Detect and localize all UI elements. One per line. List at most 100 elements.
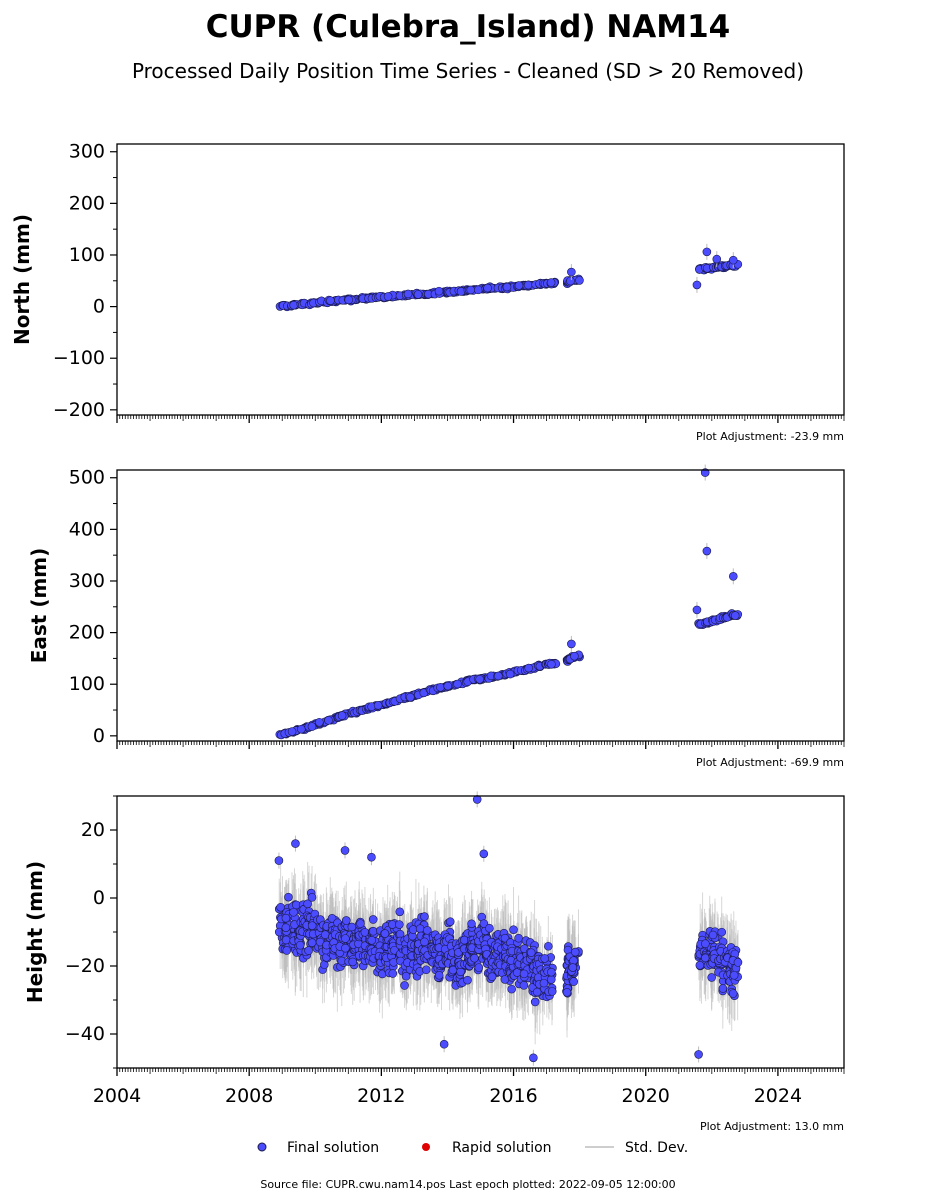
data-point	[281, 923, 291, 932]
data-point	[526, 948, 536, 957]
data-point	[289, 300, 299, 310]
data-point	[373, 701, 383, 710]
data-point	[405, 692, 415, 702]
y-tick-label: 400	[69, 518, 105, 540]
legend-std-label: Std. Dev.	[625, 1140, 688, 1156]
data-point	[474, 963, 484, 972]
x-tick-label: 2020	[622, 1085, 670, 1107]
data-point	[701, 939, 710, 949]
y-tick-label: −200	[53, 399, 105, 421]
data-point	[505, 669, 515, 679]
y-axis-label: Height (mm)	[23, 861, 47, 1003]
y-tick-label: 300	[69, 141, 105, 163]
data-point	[445, 917, 455, 926]
y-tick-label: −20	[65, 955, 105, 977]
data-point	[544, 941, 553, 951]
data-point	[570, 947, 580, 957]
data-point	[347, 922, 357, 932]
y-tick-label: −40	[65, 1023, 105, 1045]
data-point	[569, 977, 578, 986]
data-point	[475, 674, 484, 684]
data-point	[466, 285, 476, 295]
data-point	[289, 907, 298, 917]
y-tick-label: 200	[69, 622, 105, 644]
data-point	[368, 926, 378, 936]
data-point	[434, 286, 444, 296]
data-point	[728, 989, 738, 998]
y-axis-label: North (mm)	[10, 214, 34, 345]
data-point	[570, 651, 579, 661]
legend-final-marker	[257, 1142, 267, 1152]
data-point	[340, 846, 350, 855]
data-point	[566, 276, 575, 286]
data-point	[485, 923, 494, 933]
data-point	[284, 892, 293, 902]
data-point	[395, 907, 405, 917]
data-point	[702, 247, 712, 257]
data-point	[568, 963, 578, 972]
data-point	[729, 970, 739, 980]
data-point	[523, 280, 533, 290]
x-tick-label: 2004	[93, 1085, 141, 1107]
data-point	[733, 958, 743, 967]
final-solution-points	[274, 791, 743, 1066]
y-axis-label: East (mm)	[27, 548, 51, 664]
data-point	[356, 919, 365, 928]
data-point	[692, 280, 702, 290]
data-point	[380, 929, 390, 938]
data-point	[717, 927, 727, 937]
legend-final-label: Final solution	[287, 1140, 379, 1156]
legend-rapid-label: Rapid solution	[452, 1140, 552, 1156]
data-point	[695, 960, 705, 970]
data-point	[326, 296, 335, 305]
data-point	[281, 913, 291, 923]
data-point	[337, 711, 347, 720]
plot-frame	[116, 469, 845, 742]
data-point	[403, 289, 413, 299]
data-point	[494, 671, 503, 681]
data-point	[728, 255, 738, 265]
data-point	[514, 933, 523, 943]
data-point	[567, 639, 576, 649]
data-point	[519, 981, 529, 990]
y-tick-label: −100	[53, 347, 105, 369]
data-point	[367, 852, 376, 862]
data-point	[295, 940, 305, 950]
data-point	[344, 295, 354, 305]
data-point	[307, 893, 317, 902]
data-point	[360, 927, 370, 937]
data-point	[730, 611, 740, 620]
data-point	[514, 281, 524, 290]
plot-adjustment-note: Plot Adjustment: -23.9 mm	[696, 430, 844, 443]
data-point	[529, 1053, 538, 1063]
data-point	[395, 920, 404, 929]
data-point	[707, 973, 716, 982]
data-point	[479, 849, 489, 859]
source-footer: Source file: CUPR.cwu.nam14.pos Last epo…	[260, 1178, 675, 1191]
data-point	[274, 856, 284, 865]
y-tick-label: 200	[69, 192, 105, 214]
data-point	[532, 987, 542, 997]
chart-title: CUPR (Culebra_Island) NAM14	[206, 9, 731, 45]
data-point	[287, 727, 297, 736]
data-point	[519, 969, 529, 979]
data-point	[307, 921, 317, 930]
data-point	[400, 981, 409, 990]
data-point	[307, 722, 317, 731]
data-point	[439, 1039, 449, 1049]
data-point	[539, 978, 549, 988]
data-point	[708, 930, 718, 940]
data-point	[547, 659, 556, 669]
data-point	[304, 946, 313, 955]
plot-frame	[116, 143, 845, 416]
data-point	[712, 254, 722, 264]
legend-rapid-marker	[422, 1143, 430, 1151]
y-tick-label: 0	[93, 296, 105, 318]
data-point	[341, 943, 350, 953]
data-point	[470, 953, 479, 963]
data-point	[524, 663, 534, 673]
y-tick-label: 100	[69, 673, 105, 695]
data-point	[728, 572, 738, 581]
data-point	[547, 987, 557, 996]
